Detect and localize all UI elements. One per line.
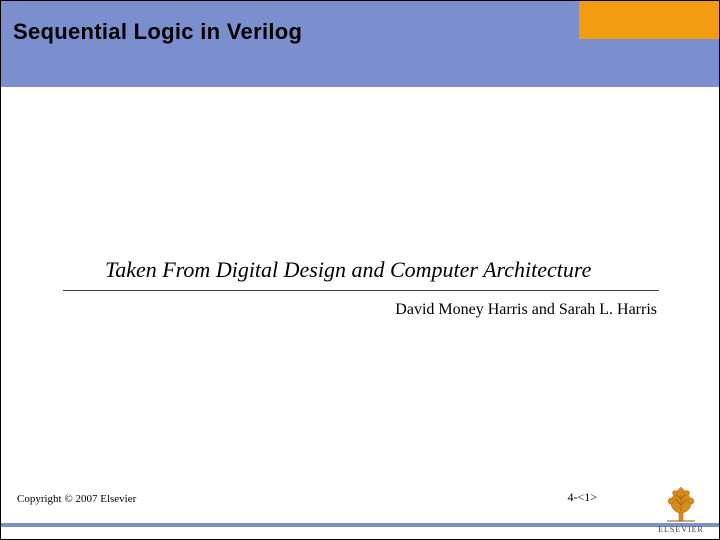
footer-rule (1, 523, 719, 527)
authors-line: David Money Harris and Sarah L. Harris (395, 301, 657, 319)
copyright-text: Copyright © 2007 Elsevier (17, 493, 136, 505)
publisher-logo: ELSEVIER (653, 483, 709, 534)
slide-title: Sequential Logic in Verilog (13, 19, 302, 45)
page-number: 4-<1> (567, 490, 597, 505)
horizontal-rule (63, 290, 659, 291)
accent-box (579, 1, 719, 39)
publisher-logo-text: ELSEVIER (653, 525, 709, 534)
tree-icon (661, 483, 701, 523)
subtitle: Taken From Digital Design and Computer A… (105, 257, 591, 283)
